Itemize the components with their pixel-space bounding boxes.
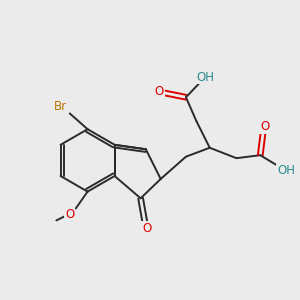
Text: O: O: [154, 85, 164, 98]
Text: OH: OH: [196, 70, 214, 83]
Text: OH: OH: [278, 164, 296, 178]
Text: Br: Br: [54, 100, 68, 113]
Text: O: O: [65, 208, 74, 221]
Text: O: O: [260, 120, 269, 133]
Text: O: O: [142, 221, 151, 235]
